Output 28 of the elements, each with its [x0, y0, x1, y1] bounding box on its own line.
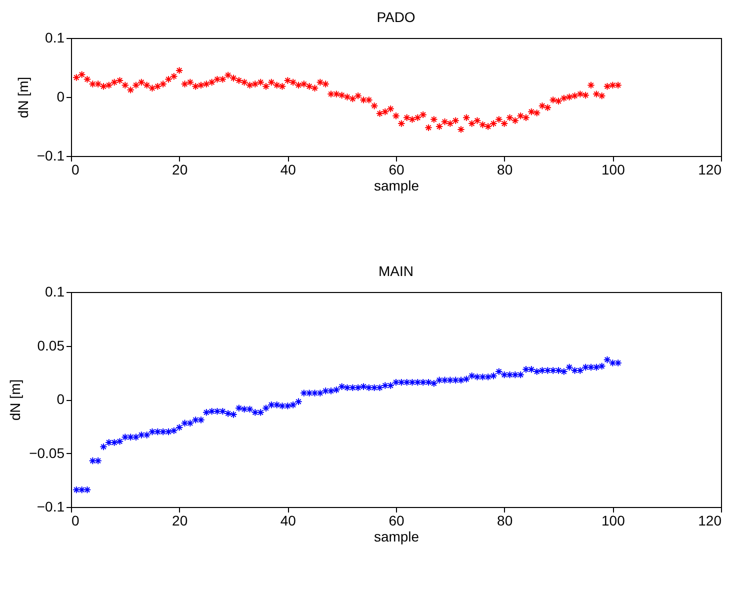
x-tick-label: 80 [497, 512, 513, 528]
y-tick-label: 0.1 [45, 30, 65, 46]
y-tick-label: −0.1 [36, 498, 65, 514]
x-tick-label: 80 [497, 162, 513, 178]
y-tick-label: −0.1 [36, 148, 65, 164]
x-axis-title: sample [374, 178, 420, 194]
y-tick-label: 0.05 [37, 337, 65, 354]
y-axis-title: dN [m] [7, 379, 24, 421]
x-tick-label: 120 [698, 162, 722, 178]
x-tick-label: 20 [172, 512, 188, 528]
x-tick-label: 60 [388, 512, 404, 528]
x-tick-label: 100 [601, 512, 626, 528]
y-tick-label: 0 [56, 88, 65, 104]
x-tick-label: 0 [72, 512, 80, 528]
x-tick-label: 40 [280, 512, 296, 528]
x-tick-label: 40 [280, 162, 296, 178]
x-axis-title: sample [374, 528, 420, 544]
x-tick-label: 0 [72, 162, 80, 178]
y-tick-label: 0 [56, 391, 65, 407]
y-axis-title: dN [m] [14, 76, 31, 118]
chart-title: PADO [376, 9, 416, 25]
chart-title: MAIN [378, 263, 414, 279]
y-tick-label: −0.05 [29, 444, 65, 461]
x-tick-label: 20 [172, 162, 188, 178]
x-tick-label: 60 [388, 162, 404, 178]
x-tick-label: 120 [698, 512, 722, 528]
x-tick-label: 100 [601, 162, 626, 178]
y-tick-label: 0.1 [45, 284, 65, 300]
